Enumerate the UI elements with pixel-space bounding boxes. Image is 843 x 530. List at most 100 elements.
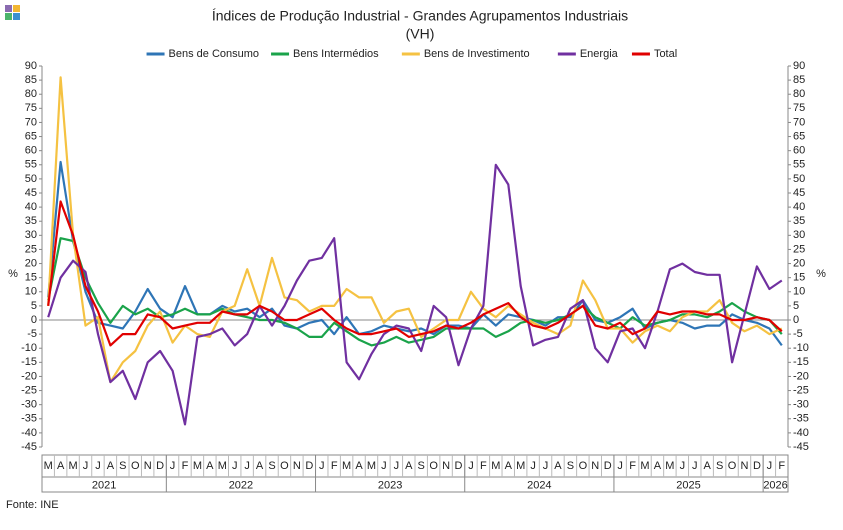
x-tick-label: A xyxy=(256,460,264,472)
x-tick-label: M xyxy=(193,460,202,472)
y-tick-label: 40 xyxy=(25,201,37,213)
x-tick-label: A xyxy=(107,460,115,472)
x-tick-label: J xyxy=(530,460,536,472)
y2-tick-label: 75 xyxy=(793,102,805,114)
y-tick-label: -25 xyxy=(21,384,37,396)
y2-tick-label: -25 xyxy=(793,384,809,396)
y2-tick-label: -20 xyxy=(793,370,809,382)
x-tick-label: N xyxy=(591,460,599,472)
y2-tick-label: 55 xyxy=(793,159,805,171)
y2-tick-label: -35 xyxy=(793,413,809,425)
y-tick-label: -30 xyxy=(21,399,37,411)
y2-tick-label: 65 xyxy=(793,130,805,142)
x-tick-label: J xyxy=(170,460,176,472)
y-tick-label: 10 xyxy=(25,286,37,298)
y-tick-label: -45 xyxy=(21,441,37,453)
x-tick-label: A xyxy=(405,460,413,472)
y-tick-label: -35 xyxy=(21,413,37,425)
x-tick-label: A xyxy=(654,460,662,472)
legend-label: Energia xyxy=(580,48,619,60)
x-tick-label: A xyxy=(355,460,363,472)
series-line xyxy=(47,200,783,347)
x-tick-label: N xyxy=(442,460,450,472)
x-tick-label: J xyxy=(468,460,474,472)
x-tick-label: D xyxy=(455,460,463,472)
x-group-label: 2022 xyxy=(229,479,253,491)
logo xyxy=(5,5,20,20)
x-tick-label: O xyxy=(429,460,438,472)
x-tick-label: A xyxy=(57,460,65,472)
x-tick-label: S xyxy=(268,460,275,472)
y2-tick-label: 90 xyxy=(793,60,805,72)
legend-label: Bens de Investimento xyxy=(424,48,530,60)
x-tick-label: J xyxy=(767,460,773,472)
y2-tick-label: 15 xyxy=(793,272,805,284)
y-tick-label: 60 xyxy=(25,145,37,157)
x-tick-label: O xyxy=(579,460,588,472)
y2-tick-label: 25 xyxy=(793,243,805,255)
y2-tick-label: 80 xyxy=(793,88,805,100)
x-tick-label: F xyxy=(480,460,487,472)
x-tick-label: S xyxy=(567,460,574,472)
y-tick-label: 15 xyxy=(25,272,37,284)
x-tick-label: M xyxy=(665,460,674,472)
y-tick-label: 70 xyxy=(25,116,37,128)
y2-tick-label: -30 xyxy=(793,399,809,411)
x-tick-label: J xyxy=(692,460,698,472)
x-tick-label: S xyxy=(716,460,723,472)
y2-tick-label: 0 xyxy=(793,314,799,326)
y-tick-label: 0 xyxy=(31,314,37,326)
y2-tick-label: -5 xyxy=(793,328,803,340)
x-tick-label: J xyxy=(319,460,325,472)
x-tick-label: J xyxy=(95,460,101,472)
x-tick-label: J xyxy=(617,460,623,472)
y-tick-label: 35 xyxy=(25,215,37,227)
y-tick-label: 65 xyxy=(25,130,37,142)
y2-tick-label: 85 xyxy=(793,74,805,86)
y-tick-label: 85 xyxy=(25,74,37,86)
x-tick-label: F xyxy=(182,460,189,472)
x-tick-label: O xyxy=(280,460,289,472)
x-tick-label: J xyxy=(394,460,400,472)
x-tick-label: O xyxy=(728,460,737,472)
x-tick-label: M xyxy=(516,460,525,472)
y-tick-label: -15 xyxy=(21,356,37,368)
y-tick-label: 50 xyxy=(25,173,37,185)
y2-tick-label: 30 xyxy=(793,229,805,241)
x-tick-label: F xyxy=(778,460,785,472)
x-tick-label: M xyxy=(640,460,649,472)
x-tick-label: J xyxy=(680,460,686,472)
y-tick-label: 90 xyxy=(25,60,37,72)
x-tick-label: D xyxy=(604,460,612,472)
series-line xyxy=(47,163,783,426)
x-tick-label: J xyxy=(83,460,89,472)
y2-tick-label: 10 xyxy=(793,286,805,298)
x-tick-label: J xyxy=(244,460,250,472)
y-tick-label: 30 xyxy=(25,229,37,241)
y2-tick-label: 50 xyxy=(793,173,805,185)
y2-tick-label: 20 xyxy=(793,257,805,269)
y2-tick-label: 45 xyxy=(793,187,805,199)
x-tick-label: M xyxy=(491,460,500,472)
x-tick-label: F xyxy=(331,460,338,472)
chart-subtitle: (VH) xyxy=(406,26,435,42)
source: Fonte: INE xyxy=(6,499,59,511)
x-tick-label: A xyxy=(505,460,513,472)
x-tick-label: N xyxy=(144,460,152,472)
x-tick-label: D xyxy=(753,460,761,472)
x-tick-label: M xyxy=(44,460,53,472)
legend-label: Bens Intermédios xyxy=(293,48,379,60)
x-tick-label: F xyxy=(629,460,636,472)
y2-tick-label: 40 xyxy=(793,201,805,213)
x-tick-label: M xyxy=(68,460,77,472)
y2-axis-label: % xyxy=(816,268,826,280)
x-group-label: 2024 xyxy=(527,479,551,491)
x-tick-label: N xyxy=(741,460,749,472)
x-group-label: 2023 xyxy=(378,479,402,491)
x-group-label: 2026 xyxy=(763,479,787,491)
y2-tick-label: 5 xyxy=(793,300,799,312)
x-tick-label: D xyxy=(305,460,313,472)
x-tick-label: M xyxy=(218,460,227,472)
y2-tick-label: -40 xyxy=(793,427,809,439)
chart-title: Índices de Produção Industrial - Grandes… xyxy=(212,8,628,24)
